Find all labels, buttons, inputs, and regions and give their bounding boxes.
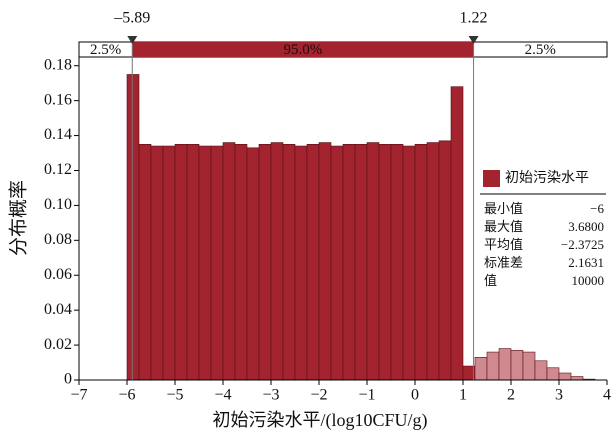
bar: [510, 350, 524, 381]
bar: [306, 143, 320, 381]
bar: [210, 145, 224, 381]
x-tick-label: 0: [411, 387, 419, 404]
bar: [198, 145, 212, 381]
bar: [162, 145, 176, 381]
bar: [426, 142, 440, 381]
stat-name: 最大值: [484, 219, 523, 234]
y-tick-label: 0.10: [44, 196, 72, 213]
stat-value: −2.3725: [561, 237, 604, 252]
x-tick-label: −6: [118, 387, 135, 404]
bar: [402, 145, 416, 381]
bar: [282, 143, 296, 381]
bar: [126, 74, 140, 381]
region-label: 2.5%: [525, 42, 556, 58]
stat-name: 平均值: [484, 237, 523, 252]
y-tick-label: 0.18: [44, 56, 72, 73]
y-tick-label: 0.08: [44, 231, 72, 248]
stat-name: 值: [484, 273, 497, 288]
y-axis-label: 分布概率: [7, 180, 29, 256]
x-tick-label: −7: [70, 387, 87, 404]
x-tick-label: 1: [459, 387, 467, 404]
bar: [174, 143, 188, 381]
bar: [318, 142, 332, 381]
bar: [450, 86, 464, 381]
bar: [186, 143, 200, 381]
bar: [222, 142, 236, 381]
x-tick-label: −1: [358, 387, 375, 404]
bar: [570, 376, 584, 381]
delimiter-marker: [127, 36, 138, 44]
legend-swatch: [483, 170, 500, 187]
x-tick-label: −2: [310, 387, 327, 404]
bar: [498, 348, 512, 381]
y-tick-label: 0.12: [44, 161, 72, 178]
stat-value: 2.1631: [568, 255, 604, 270]
bar: [414, 143, 428, 381]
y-tick-label: 0.14: [44, 126, 72, 143]
bar: [342, 143, 356, 381]
bar: [150, 145, 164, 381]
y-tick-label: 0.16: [44, 91, 72, 108]
delimiter-label: –5.89: [113, 10, 150, 27]
delimiter-middle: [132, 42, 474, 57]
y-tick-label: 0.04: [44, 301, 72, 318]
x-tick-label: 2: [507, 387, 515, 404]
bar: [522, 351, 536, 381]
x-tick-label: −4: [214, 387, 231, 404]
delimiter-label: 1.22: [460, 10, 488, 27]
stat-name: 标准差: [484, 255, 523, 270]
legend-label: 初始污染水平: [505, 169, 589, 186]
delimiter-marker: [468, 36, 479, 44]
bar: [558, 372, 572, 381]
stat-value: 10000: [572, 273, 605, 288]
bar: [474, 357, 488, 381]
x-tick-label: −3: [262, 387, 279, 404]
y-tick-label: 0.06: [44, 266, 72, 283]
stat-value: 3.6800: [568, 219, 604, 234]
x-tick-label: 3: [555, 387, 563, 404]
bar: [270, 142, 284, 381]
bar: [234, 143, 248, 381]
bar: [486, 351, 500, 381]
bar: [294, 145, 308, 381]
bar: [138, 143, 152, 381]
bar: [366, 142, 380, 381]
stat-value: −6: [590, 201, 604, 216]
bar: [330, 145, 344, 381]
stat-name: 最小值: [484, 201, 523, 216]
bar: [546, 367, 560, 381]
bar: [258, 143, 272, 381]
bar: [390, 143, 404, 381]
x-axis-label: 初始污染水平/(log10CFU/g): [212, 410, 427, 431]
region-label: 95.0%: [284, 42, 323, 58]
x-tick-label: −5: [166, 387, 183, 404]
y-tick-label: 0: [64, 371, 72, 388]
bar: [246, 147, 260, 381]
bar: [378, 143, 392, 381]
bar: [534, 360, 548, 381]
bar: [438, 140, 452, 381]
bar: [354, 143, 368, 381]
x-tick-label: 4: [603, 387, 611, 404]
y-tick-label: 0.02: [44, 336, 72, 353]
region-label: 2.5%: [90, 42, 121, 58]
